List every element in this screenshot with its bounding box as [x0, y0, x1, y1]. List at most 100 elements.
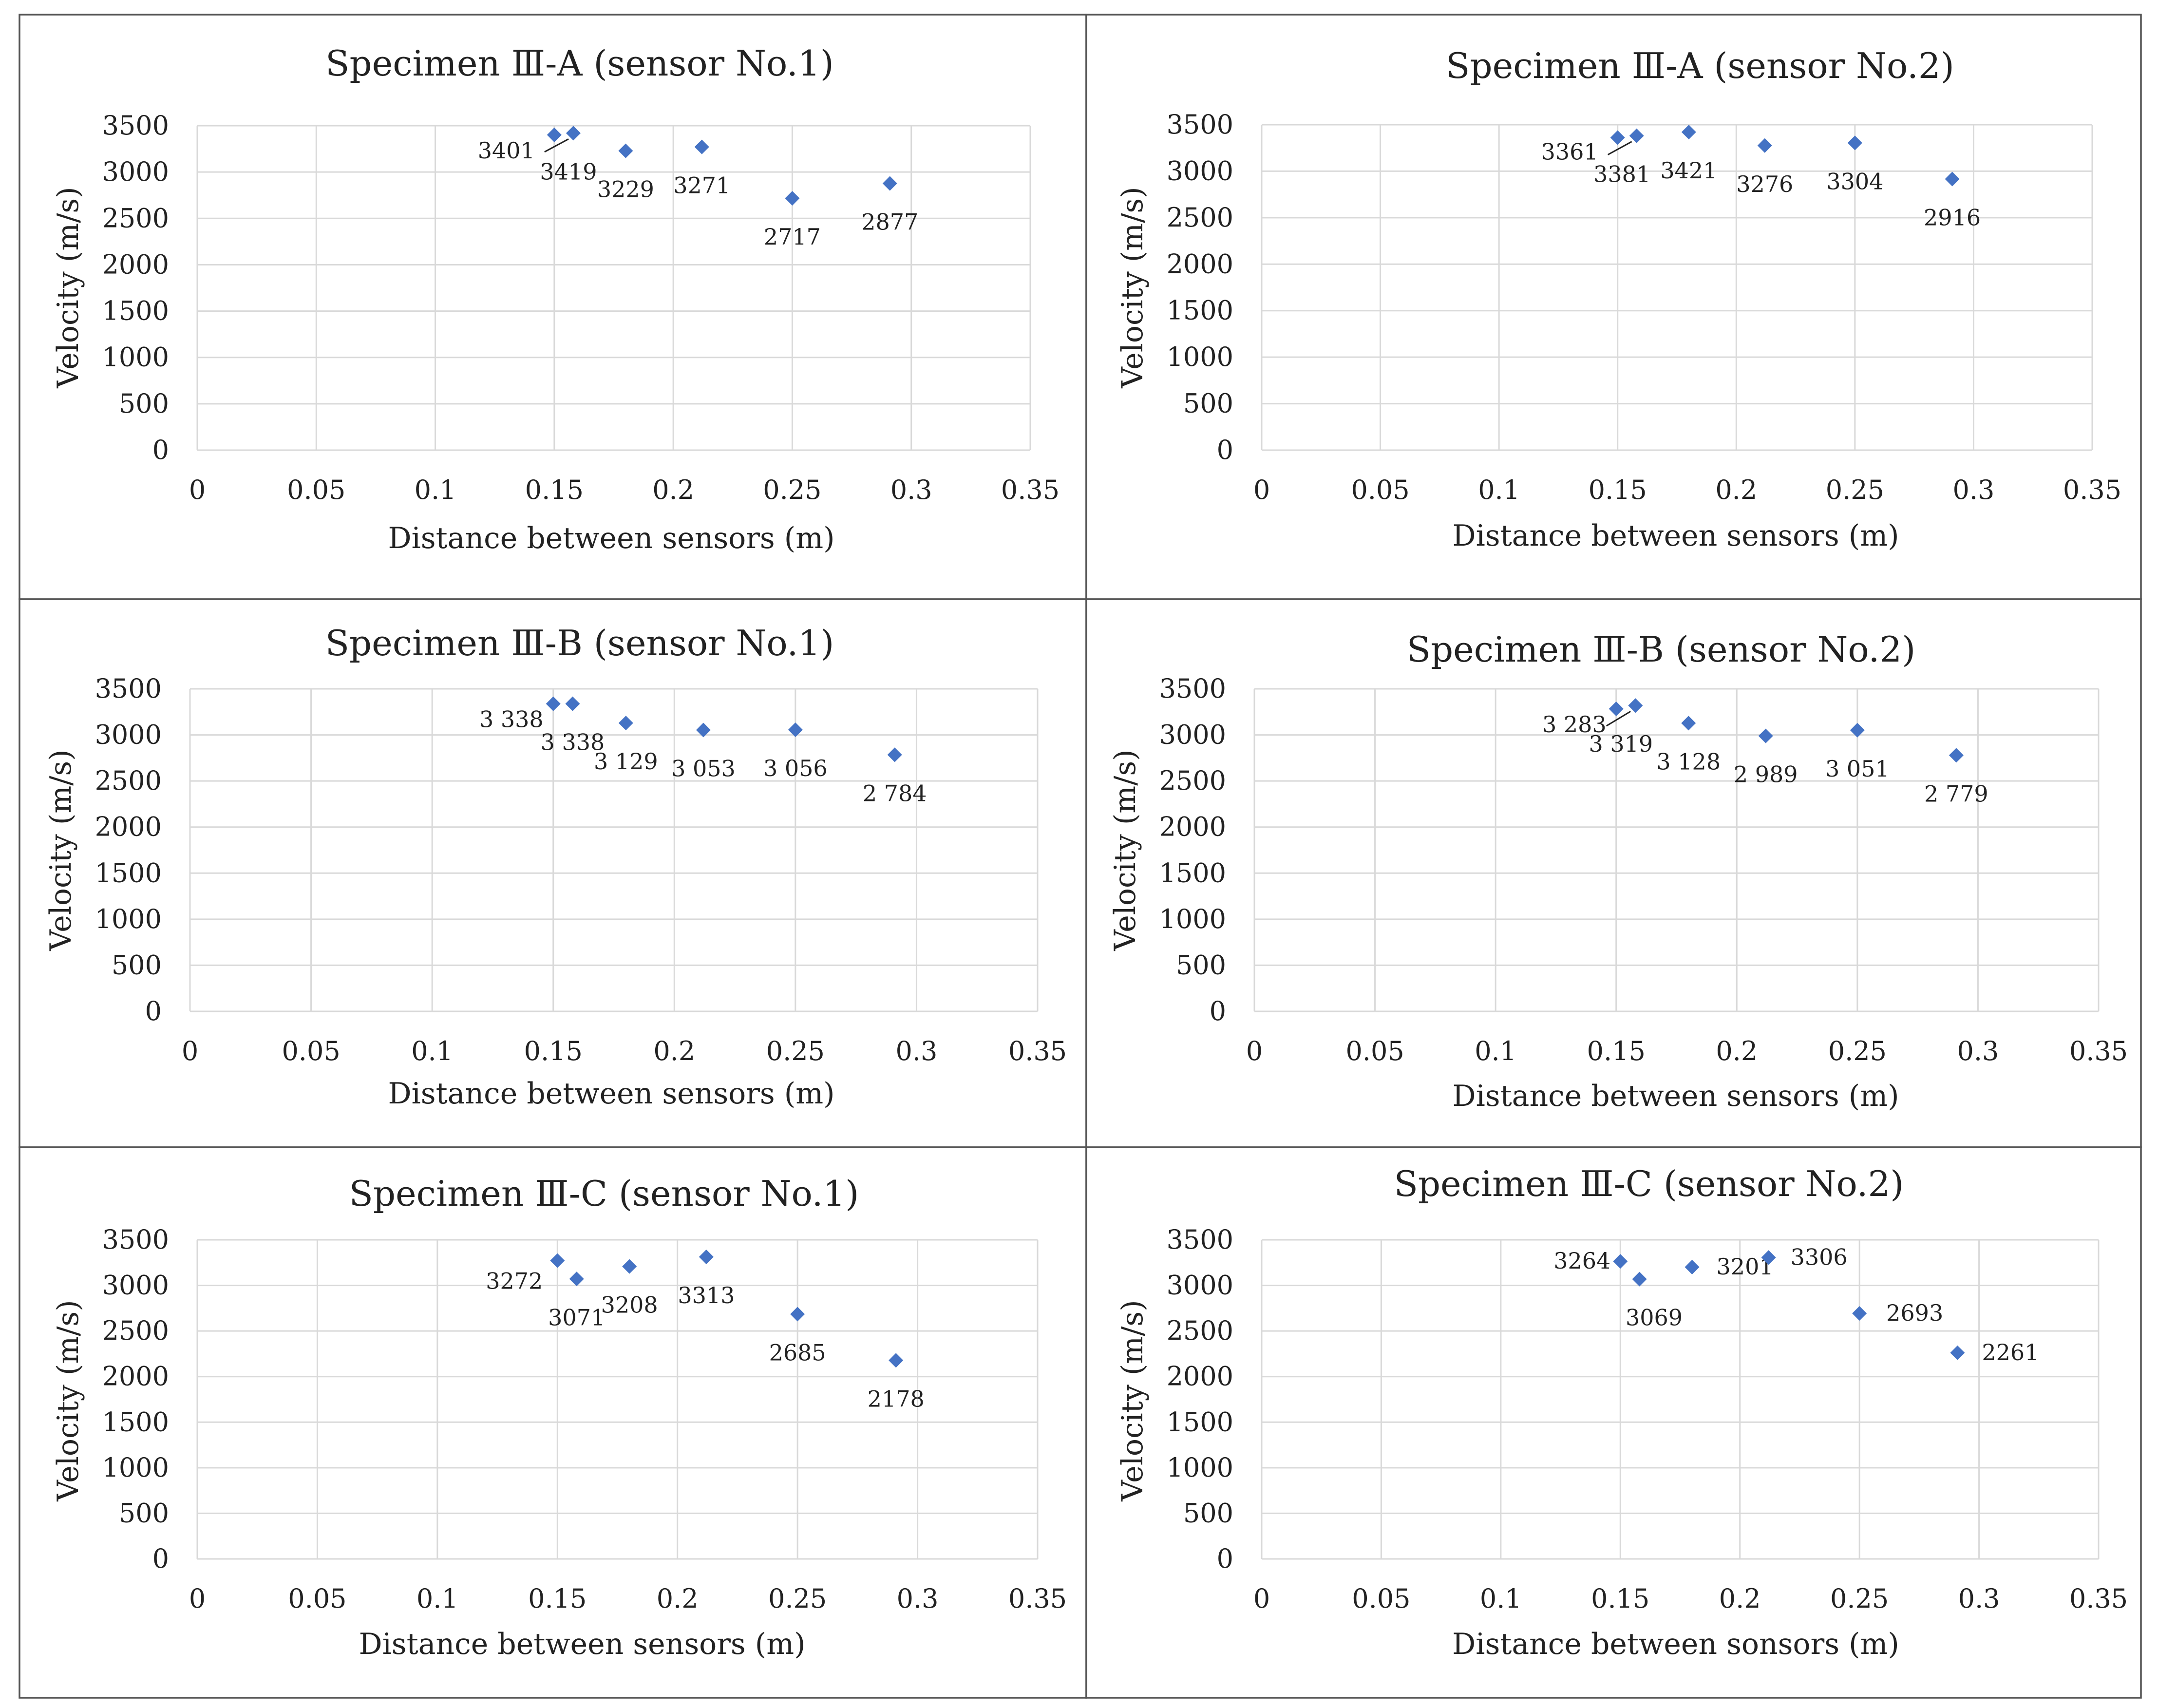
x-tick-label: 0.2	[657, 1583, 699, 1614]
chart-panel-3: 0 0.05 0.1 0.15 0.2 0.25 0.3 0.35 0 500 1000 1500 20…	[19, 598, 1087, 1148]
data-label: 2178	[868, 1385, 925, 1412]
x-axis-label: Distance between sensors (m)	[1452, 519, 1899, 553]
x-tick-label: 0.25	[1828, 1036, 1887, 1066]
x-tick-label: 0.05	[287, 474, 345, 505]
data-label: 3071	[548, 1304, 605, 1330]
data-label: 3 056	[763, 755, 828, 781]
y-tick-label: 1000	[1167, 342, 1233, 372]
x-tick-label: 0.2	[1719, 1583, 1761, 1614]
data-point-marker	[788, 722, 803, 737]
data-label: 3069	[1626, 1305, 1683, 1331]
y-tick-label: 3500	[95, 673, 162, 704]
data-point-marker	[882, 176, 897, 191]
data-label: 2877	[861, 209, 918, 235]
data-label: 2 989	[1734, 761, 1798, 788]
y-tick-label: 3000	[102, 156, 169, 187]
data-point-marker	[1761, 1250, 1776, 1265]
y-tick-label: 1500	[1167, 295, 1233, 326]
data-label: 3 129	[594, 748, 658, 775]
data-point-marker	[1628, 698, 1643, 713]
x-tick-label: 0.2	[1716, 1036, 1758, 1066]
x-tick-label: 0.25	[1830, 1583, 1889, 1614]
y-axis-label: Velocity (m/s)	[1116, 187, 1150, 388]
chart-panel-6: 0 0.05 0.1 0.15 0.2 0.25 0.3 0.35 0 500 1000 1500 20…	[1085, 1146, 2142, 1699]
y-tick-label: 2500	[1159, 765, 1226, 796]
y-tick-label: 0	[145, 996, 162, 1026]
data-label: 3 053	[671, 756, 736, 782]
x-tick-label: 0.35	[2063, 474, 2121, 505]
data-point-marker	[1681, 125, 1696, 140]
data-point-marker	[1629, 128, 1644, 143]
data-point-marker	[565, 696, 580, 711]
y-tick-label: 1500	[95, 857, 162, 888]
y-axis-label: Velocity (m/s)	[51, 1300, 85, 1501]
y-tick-label: 3000	[102, 1270, 169, 1301]
chart-panel-4: 0 0.05 0.1 0.15 0.2 0.25 0.3 0.35 0 500 1000 1500 20…	[1085, 598, 2142, 1148]
chart-title: Specimen Ⅲ-B (sensor No.2)	[1407, 629, 1916, 670]
x-tick-label: 0.2	[652, 474, 694, 505]
data-point-marker	[1949, 748, 1964, 763]
data-point-marker	[694, 139, 709, 154]
x-tick-label: 0.25	[1826, 474, 1884, 505]
y-tick-label: 3500	[1167, 109, 1233, 140]
data-label: 3 051	[1825, 756, 1890, 782]
x-tick-label: 0.25	[763, 474, 821, 505]
panel-frame	[1085, 1146, 2142, 1699]
y-axis-label: Velocity (m/s)	[1116, 1300, 1150, 1501]
y-tick-label: 2500	[95, 765, 162, 796]
data-point-marker	[1852, 1306, 1867, 1321]
data-point-marker	[1632, 1272, 1647, 1287]
x-tick-label: 0.15	[1591, 1583, 1649, 1614]
x-tick-label: 0.3	[1957, 1036, 1999, 1066]
y-tick-label: 500	[1183, 1498, 1233, 1528]
data-point-marker	[618, 716, 633, 731]
y-tick-label: 2000	[102, 1361, 169, 1392]
x-tick-label: 0.1	[416, 1583, 458, 1614]
y-tick-label: 1000	[1159, 904, 1226, 934]
data-label: 3304	[1826, 168, 1883, 194]
x-tick-label: 0.2	[1715, 474, 1757, 505]
y-tick-label: 3500	[102, 110, 169, 141]
chart-title: Specimen Ⅲ-C (sensor No.1)	[349, 1173, 859, 1214]
x-tick-label: 0.1	[411, 1036, 453, 1066]
data-label: 3421	[1660, 157, 1717, 184]
data-label: 3264	[1553, 1248, 1610, 1274]
x-tick-label: 0	[1246, 1036, 1263, 1066]
x-tick-label: 0	[189, 474, 206, 505]
x-tick-label: 0	[182, 1036, 198, 1066]
x-tick-label: 0.15	[525, 474, 584, 505]
x-tick-label: 0.3	[1952, 474, 1994, 505]
x-tick-label: 0.25	[768, 1583, 827, 1614]
chart-title: Specimen Ⅲ-C (sensor No.2)	[1394, 1163, 1904, 1204]
chart-panel-5: 0 0.05 0.1 0.15 0.2 0.25 0.3 0.35 0 500 1000 1500 20…	[19, 1146, 1087, 1699]
chart-panel-1: 0 0.05 0.1 0.15 0.2 0.25 0.3 0.35 0 500 1000 1500 20…	[19, 14, 1087, 600]
data-label: 3229	[597, 176, 654, 203]
data-label: 3 319	[1589, 731, 1653, 757]
y-tick-label: 1500	[1159, 857, 1226, 888]
data-point-marker	[546, 696, 561, 711]
x-tick-label: 0.05	[282, 1036, 340, 1066]
x-axis-label: Distance between sensors (m)	[359, 1627, 805, 1661]
data-point-marker	[569, 1272, 584, 1287]
data-point-marker	[699, 1249, 714, 1264]
x-tick-label: 0.15	[524, 1036, 583, 1066]
data-point-marker	[1757, 138, 1772, 153]
x-tick-label: 0.05	[288, 1583, 346, 1614]
y-tick-label: 1500	[1167, 1406, 1233, 1437]
y-tick-label: 3000	[1167, 1270, 1233, 1301]
y-tick-label: 1000	[102, 1452, 169, 1483]
data-point-marker	[1685, 1259, 1700, 1274]
y-tick-label: 2000	[102, 249, 169, 280]
y-tick-label: 3500	[1159, 673, 1226, 704]
chart-title: Specimen Ⅲ-A (sensor No.2)	[1446, 45, 1954, 86]
x-axis-label: Distance between sonsors (m)	[1452, 1627, 1899, 1661]
data-point-marker	[790, 1307, 805, 1322]
x-tick-label: 0.35	[1008, 1583, 1067, 1614]
data-point-marker	[1609, 702, 1624, 717]
data-point-marker	[622, 1259, 637, 1274]
data-label: 3 338	[479, 706, 544, 733]
chart-title: Specimen Ⅲ-A (sensor No.1)	[325, 43, 834, 84]
y-tick-label: 1500	[102, 1406, 169, 1437]
data-point-marker	[1950, 1345, 1965, 1360]
